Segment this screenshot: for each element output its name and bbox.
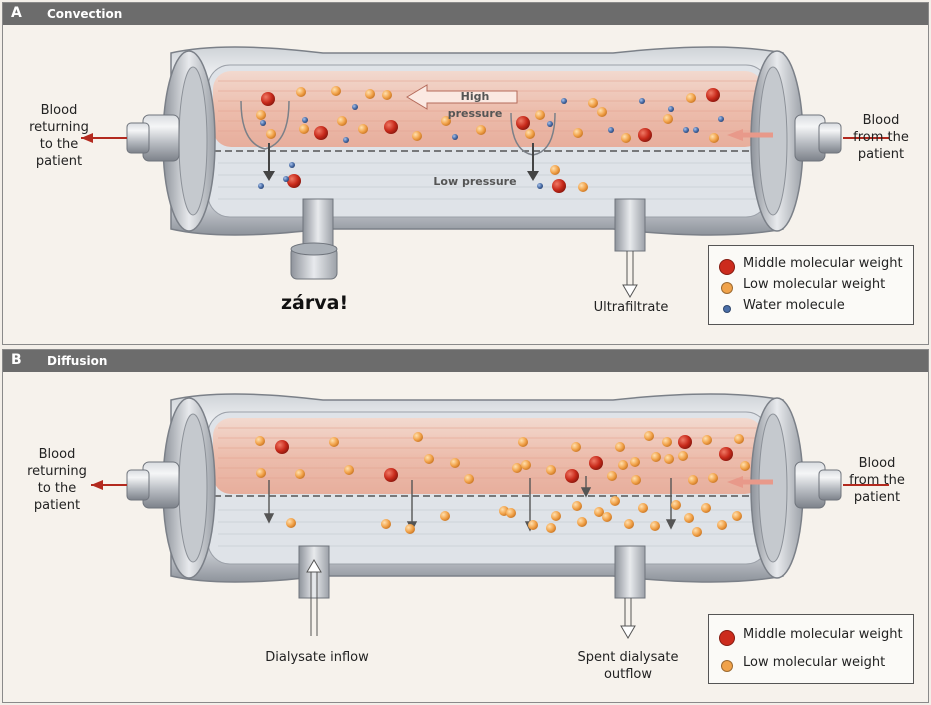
panel-letter: B (11, 352, 22, 368)
panel-header-diffusion: B Diffusion (3, 350, 928, 372)
label-blood-from-patient: Blood from the patient (853, 113, 909, 162)
label-high-pressure: High pressure (447, 90, 503, 120)
legend-diffusion: Middle molecular weight Low molecular we… (708, 614, 914, 684)
low-molecule-swatch (721, 660, 733, 672)
label-low-pressure: Low pressure (433, 175, 517, 188)
label-ultrafiltrate: Ultrafiltrate (593, 300, 669, 315)
label-blood-returning: Blood returning to the patient (29, 103, 89, 169)
water-molecule-swatch (723, 305, 731, 313)
label-blood-returning: Blood returning to the patient (27, 447, 87, 513)
label-blood-from-patient: Blood from the patient (849, 456, 905, 505)
legend-label: Water molecule (743, 298, 845, 313)
convection-dialyzer-illustration (81, 46, 889, 298)
panel-title: Convection (47, 7, 123, 21)
label-spent-dialysate-outflow: Spent dialysate outflow (577, 650, 679, 682)
diffusion-dialyzer-illustration (91, 393, 889, 639)
legend-label: Middle molecular weight (743, 256, 903, 271)
panel-header-convection: A Convection (3, 3, 928, 25)
panel-letter: A (11, 5, 22, 21)
label-closed: zárva! (281, 292, 349, 314)
legend-label: Low molecular weight (743, 655, 886, 670)
legend-label: Middle molecular weight (743, 627, 903, 642)
legend-convection: Middle molecular weight Low molecular we… (708, 245, 914, 325)
middle-molecule-swatch (719, 259, 735, 275)
panel-title: Diffusion (47, 354, 108, 368)
legend-label: Low molecular weight (743, 277, 886, 292)
panel-diffusion: B Diffusion (2, 349, 929, 703)
label-dialysate-inflow: Dialysate inflow (265, 650, 369, 665)
middle-molecule-swatch (719, 630, 735, 646)
low-molecule-swatch (721, 282, 733, 294)
panel-convection: A Convection (2, 2, 929, 345)
